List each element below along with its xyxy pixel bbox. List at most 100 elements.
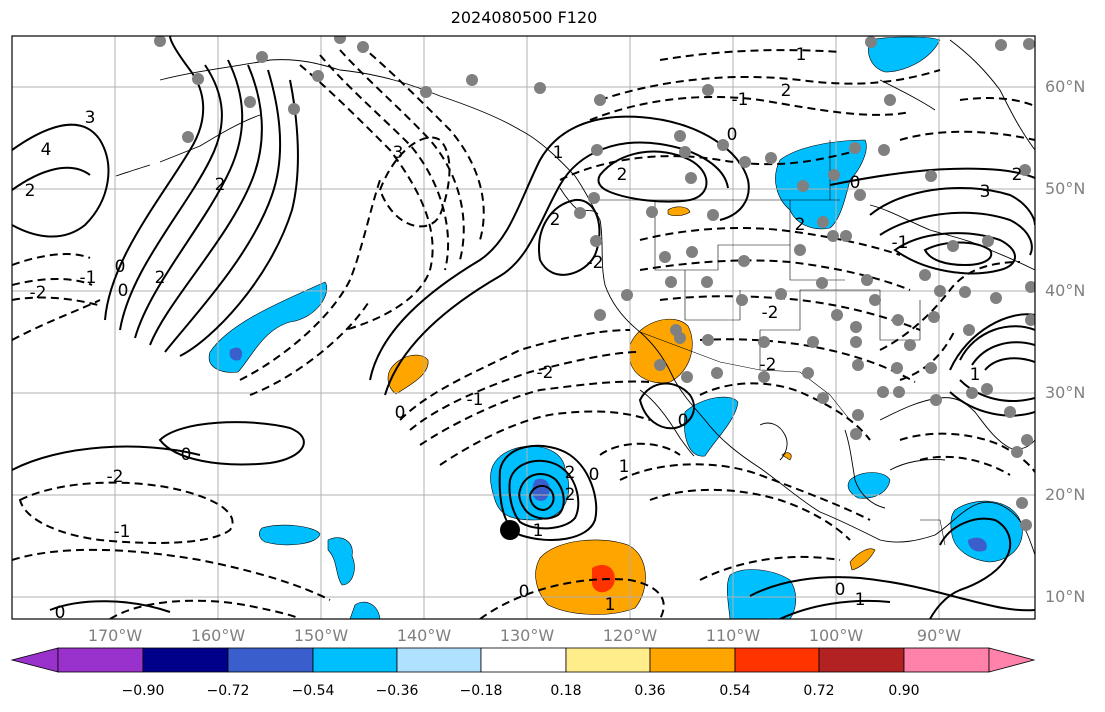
contour-label: 0 bbox=[678, 411, 689, 431]
contour-label: -2 bbox=[30, 283, 47, 303]
contour-label: 0 bbox=[850, 173, 861, 193]
storm-center-marker bbox=[500, 520, 520, 540]
colorbar-segment bbox=[57, 647, 144, 673]
contour-label: 1 bbox=[553, 143, 564, 163]
contour-label: 1 bbox=[605, 595, 616, 615]
contour-label: -2 bbox=[537, 363, 554, 383]
lat-label: 10°N bbox=[1045, 587, 1086, 606]
lat-label: 20°N bbox=[1045, 485, 1086, 504]
lat-label: 40°N bbox=[1045, 281, 1086, 300]
colorbar-segment bbox=[396, 647, 482, 673]
contour-label: 2 bbox=[565, 485, 576, 505]
contour-label: 0 bbox=[835, 580, 846, 600]
lat-label: 50°N bbox=[1045, 179, 1086, 198]
negative-fill bbox=[726, 569, 797, 619]
contour-label: -1 bbox=[732, 90, 749, 110]
colorbar-segment bbox=[649, 647, 736, 673]
contour-label: 3 bbox=[85, 108, 96, 128]
contour-labels: 3 4 2 2 3 2 0 -2 -1 0 0 2 2 -2 -2 -1 0 -… bbox=[25, 45, 1023, 623]
colorbar-tick-label: 0.36 bbox=[634, 683, 666, 699]
contour-label: -1 bbox=[80, 268, 97, 288]
graticule bbox=[12, 36, 1035, 619]
contour-label: 0 bbox=[55, 603, 66, 623]
contour-label: 2 bbox=[795, 215, 806, 235]
colorbar-tick-label: 0.72 bbox=[803, 683, 835, 699]
positive-fill bbox=[667, 206, 691, 217]
negative-fill bbox=[327, 537, 355, 586]
colorbar-tick-label: 0.54 bbox=[719, 683, 751, 699]
negative-fill bbox=[259, 524, 321, 546]
contour-label: 1 bbox=[796, 45, 807, 65]
colorbar-tick-label: −0.18 bbox=[459, 683, 503, 699]
contour-label: 2 bbox=[25, 181, 36, 201]
contour-label: 1 bbox=[970, 365, 981, 385]
lon-label: 110°W bbox=[705, 626, 761, 645]
colorbar-segment bbox=[818, 647, 905, 673]
contour-label: 2 bbox=[565, 463, 576, 483]
colorbar-tick-label: −0.54 bbox=[291, 683, 335, 699]
contour-label: 2 bbox=[155, 268, 166, 288]
contour-label: 1 bbox=[855, 590, 866, 610]
positive-fill bbox=[535, 539, 646, 615]
contour-label: 2 bbox=[215, 175, 226, 195]
colorbar-segment bbox=[565, 647, 651, 673]
lon-label: 150°W bbox=[293, 626, 349, 645]
negative-strong-fill bbox=[968, 537, 987, 552]
contour-label: 4 bbox=[41, 140, 52, 160]
contour-label: -1 bbox=[892, 233, 909, 253]
lon-label: 120°W bbox=[602, 626, 658, 645]
anomaly-fills bbox=[208, 36, 1023, 619]
contour-label: 2 bbox=[781, 81, 792, 101]
contour-label: -2 bbox=[760, 355, 777, 375]
negative-fill bbox=[775, 139, 867, 230]
contour-label: 0 bbox=[115, 257, 126, 277]
contour-label: 2 bbox=[550, 210, 561, 230]
contour-label: 0 bbox=[395, 403, 406, 423]
contour-label: -2 bbox=[587, 253, 604, 273]
colorbar-extend-low bbox=[10, 647, 59, 673]
colorbar-tick-label: −0.36 bbox=[375, 683, 419, 699]
lat-label: 30°N bbox=[1045, 383, 1086, 402]
lon-label: 160°W bbox=[190, 626, 246, 645]
contours-solid bbox=[12, 36, 1035, 619]
colorbar-tick-label: 0.18 bbox=[550, 683, 582, 699]
station-dots bbox=[154, 36, 1035, 531]
positive-fill bbox=[849, 548, 876, 571]
contour-label: 0 bbox=[181, 445, 192, 465]
colorbar-segment bbox=[903, 647, 990, 673]
contour-label: -1 bbox=[114, 522, 131, 542]
contours-dashed bbox=[12, 44, 1035, 619]
lon-label: 140°W bbox=[396, 626, 452, 645]
contour-label: 3 bbox=[980, 182, 991, 202]
lon-label: 170°W bbox=[87, 626, 143, 645]
colorbar bbox=[10, 647, 1036, 673]
negative-fill bbox=[847, 472, 891, 499]
colorbar-segment bbox=[312, 647, 398, 673]
contour-label: 0 bbox=[118, 281, 129, 301]
map-frame bbox=[11, 35, 1036, 620]
lon-label: 130°W bbox=[499, 626, 555, 645]
negative-fill bbox=[950, 500, 1023, 563]
contour-label: 0 bbox=[727, 125, 738, 145]
negative-fill bbox=[868, 36, 941, 73]
contour-label: 0 bbox=[519, 582, 530, 602]
map-title: 2024080500 F120 bbox=[450, 8, 598, 27]
negative-strong-fill bbox=[229, 347, 243, 361]
colorbar-segment bbox=[227, 647, 314, 673]
contour-label: 2 bbox=[1012, 165, 1023, 185]
colorbar-segment bbox=[142, 647, 229, 673]
lon-label: 100°W bbox=[808, 626, 864, 645]
negative-fill bbox=[349, 601, 381, 619]
lat-label: 60°N bbox=[1045, 77, 1086, 96]
contour-label: 1 bbox=[533, 521, 544, 541]
contour-label: -2 bbox=[762, 303, 779, 323]
negative-fill bbox=[208, 281, 327, 373]
contour-label: 2 bbox=[617, 165, 628, 185]
lon-label: 90°W bbox=[916, 626, 962, 645]
colorbar-segment bbox=[734, 647, 820, 673]
contour-label: 3 bbox=[393, 143, 404, 163]
colorbar-tick-label: −0.72 bbox=[206, 683, 250, 699]
colorbar-tick-label: 0.90 bbox=[888, 683, 920, 699]
contour-label: 0 bbox=[589, 465, 600, 485]
